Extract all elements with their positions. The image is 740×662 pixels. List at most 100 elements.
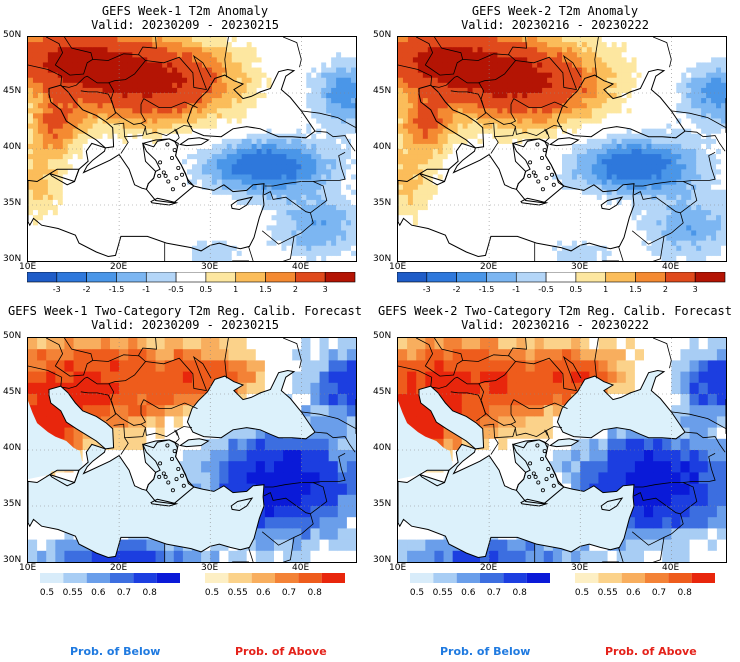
lon-label: 20E — [110, 262, 128, 272]
lon-label: 20E — [480, 563, 498, 573]
lat-label: 30N — [3, 254, 22, 264]
panel3-title: GEFS Week-1 Two-Category T2m Reg. Calib.… — [0, 304, 370, 332]
lat-label: 35N — [373, 198, 392, 208]
prob-above-label-2: Prob. of Above — [605, 645, 697, 658]
colorbar-swatch — [27, 272, 58, 283]
colorbar-tick-label: 0.7 — [652, 588, 666, 597]
colorbar-tick-label: 0.8 — [308, 588, 323, 597]
panel2-title: GEFS Week-2 T2m Anomaly Valid: 20230216 … — [370, 4, 740, 32]
colorbar-swatch — [691, 573, 715, 583]
panel4-title-line: GEFS Week-2 Two-Category T2m Reg. Calib.… — [377, 304, 732, 318]
colorbar-swatch — [426, 272, 457, 283]
colorbar-tick-label: 0.5 — [200, 285, 213, 294]
colorbar-swatch — [645, 573, 669, 583]
lon-label: 40E — [292, 563, 310, 573]
colorbar-tick-label: -0.5 — [538, 285, 554, 294]
lat-label: 30N — [373, 555, 392, 565]
colorbar-tick-label: 3 — [693, 285, 698, 294]
prob-below-label-2: Prob. of Below — [440, 645, 531, 658]
panel2-valid-line: Valid: 20230216 - 20230222 — [461, 18, 649, 32]
colorbar-tick-label: 1 — [603, 285, 608, 294]
colorbar-tick-label: 3 — [323, 285, 328, 294]
field-cells — [28, 37, 356, 261]
colorbar-swatch — [298, 573, 322, 583]
lon-label: 20E — [480, 262, 498, 272]
lon-label: 10E — [389, 563, 407, 573]
prob-map-week1 — [28, 338, 356, 562]
colorbar-swatch — [433, 573, 457, 583]
colorbar-swatch — [575, 272, 607, 283]
colorbar-tick-label: -2 — [83, 285, 91, 294]
country-borders — [28, 338, 356, 562]
colorbar-tick-label: -3 — [423, 285, 431, 294]
colorbar-tick-label: 2 — [663, 285, 668, 294]
colorbar-swatch — [56, 272, 87, 283]
colorbar-tick-label: 0.8 — [143, 588, 158, 597]
graticule — [28, 37, 356, 261]
colorbar-swatch — [605, 272, 636, 283]
colorbar-tick-label: 1.5 — [259, 285, 272, 294]
colorbar-tick-label: 0.8 — [678, 588, 693, 597]
colorbar-swatch — [635, 272, 666, 283]
lon-label: 10E — [389, 262, 407, 272]
colorbar-swatch — [526, 573, 550, 583]
colorbar-tick-label: 0.5 — [570, 285, 583, 294]
panel1-map — [27, 36, 357, 262]
prob-below-label-1: Prob. of Below — [70, 645, 161, 658]
colorbar-swatch — [295, 272, 326, 283]
coastlines — [398, 68, 726, 261]
lat-label: 40N — [3, 443, 22, 453]
colorbar-tick-label: 0.5 — [40, 588, 54, 597]
panel2-title-line: GEFS Week-2 T2m Anomaly — [471, 4, 639, 18]
lat-label: 30N — [3, 555, 22, 565]
colorbar-tick-label: -1 — [512, 285, 520, 294]
lat-label: 50N — [3, 331, 22, 341]
colorbar-tick-label: 0.5 — [205, 588, 219, 597]
colorbar-swatch — [265, 272, 296, 283]
colorbar-tick-label: -0.5 — [168, 285, 184, 294]
lat-label: 35N — [3, 198, 22, 208]
lat-label: 35N — [373, 499, 392, 509]
lon-label: 30E — [571, 262, 589, 272]
panel3-valid-line: Valid: 20230209 - 20230215 — [91, 318, 279, 332]
colorbar-tick-label: 0.6 — [256, 588, 271, 597]
country-borders — [398, 37, 726, 261]
colorbar-swatch — [486, 272, 517, 283]
lat-label: 45N — [3, 387, 22, 397]
lat-label: 30N — [373, 254, 392, 264]
colorbar-swatch — [116, 272, 147, 283]
colorbar-swatch — [175, 272, 207, 283]
colorbar-swatch — [228, 573, 252, 583]
colorbar-tick-label: 0.5 — [410, 588, 424, 597]
colorbar-swatch — [668, 573, 692, 583]
colorbar-tick-label: 0.6 — [626, 588, 641, 597]
colorbar-tick-label: 0.55 — [228, 588, 248, 597]
prob-above-colorbar-1: 0.5 0.55 0.6 0.7 0.8 — [205, 573, 350, 597]
graticule — [398, 338, 726, 562]
colorbar-swatch — [86, 272, 117, 283]
colorbar-swatch — [156, 573, 180, 583]
colorbar-tick-label: 0.55 — [433, 588, 453, 597]
colorbar-swatch — [40, 573, 64, 583]
colorbar-tick-label: 0.7 — [282, 588, 296, 597]
lat-label: 50N — [373, 30, 392, 40]
lon-label: 10E — [19, 563, 37, 573]
colorbar-swatch — [133, 573, 157, 583]
lat-label: 40N — [373, 443, 392, 453]
graticule — [28, 338, 356, 562]
colorbar-tick-label: 0.55 — [63, 588, 83, 597]
colorbar-tick-label: -2 — [453, 285, 461, 294]
panel4-map — [397, 337, 727, 563]
panel1-title: GEFS Week-1 T2m Anomaly Valid: 20230209 … — [0, 4, 370, 32]
colorbar-swatch — [480, 573, 504, 583]
colorbar-tick-label: -1.5 — [479, 285, 495, 294]
colorbar-tick-label: 0.55 — [598, 588, 618, 597]
lat-label: 50N — [3, 30, 22, 40]
anomaly-map-week2 — [398, 37, 726, 261]
lat-label: 45N — [373, 387, 392, 397]
colorbar-swatch — [324, 272, 356, 283]
colorbar-swatch — [321, 573, 345, 583]
prob-below-colorbar-1: 0.5 0.55 0.6 0.7 0.8 — [40, 573, 185, 597]
lon-label: 40E — [292, 262, 310, 272]
lon-label: 30E — [571, 563, 589, 573]
